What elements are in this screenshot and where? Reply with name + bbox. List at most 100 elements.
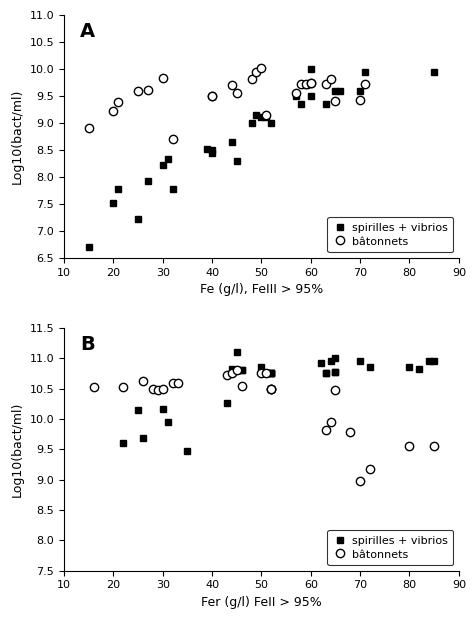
spirilles + vibrios	[140, 435, 146, 442]
bâtonnets	[159, 385, 165, 392]
spirilles + vibrios	[209, 146, 215, 154]
bâtonnets	[292, 90, 298, 97]
bâtonnets	[357, 477, 362, 484]
Line: bâtonnets: bâtonnets	[89, 366, 437, 485]
bâtonnets	[228, 81, 234, 89]
spirilles + vibrios	[115, 185, 121, 193]
bâtonnets	[149, 385, 155, 392]
spirilles + vibrios	[302, 81, 308, 88]
spirilles + vibrios	[120, 440, 126, 447]
spirilles + vibrios	[416, 365, 421, 373]
Legend: spirilles + vibrios, bâtonnets: spirilles + vibrios, bâtonnets	[327, 217, 452, 252]
bâtonnets	[268, 385, 274, 392]
spirilles + vibrios	[238, 366, 244, 374]
spirilles + vibrios	[292, 92, 298, 100]
bâtonnets	[367, 466, 372, 473]
spirilles + vibrios	[357, 358, 362, 365]
bâtonnets	[209, 92, 215, 100]
spirilles + vibrios	[361, 68, 367, 76]
spirilles + vibrios	[332, 368, 337, 375]
spirilles + vibrios	[322, 370, 328, 377]
X-axis label: Fer (g/l) FeII > 95%: Fer (g/l) FeII > 95%	[200, 596, 321, 609]
spirilles + vibrios	[268, 370, 274, 377]
bâtonnets	[357, 97, 362, 104]
bâtonnets	[174, 379, 180, 386]
bâtonnets	[209, 92, 215, 100]
bâtonnets	[159, 74, 165, 82]
spirilles + vibrios	[164, 418, 170, 426]
spirilles + vibrios	[224, 399, 229, 406]
bâtonnets	[169, 135, 175, 143]
spirilles + vibrios	[135, 406, 140, 414]
bâtonnets	[327, 75, 333, 82]
spirilles + vibrios	[317, 360, 323, 367]
spirilles + vibrios	[327, 358, 333, 365]
spirilles + vibrios	[332, 87, 337, 94]
Text: B: B	[79, 335, 94, 354]
spirilles + vibrios	[263, 370, 268, 377]
spirilles + vibrios	[233, 157, 239, 164]
spirilles + vibrios	[332, 355, 337, 362]
spirilles + vibrios	[268, 119, 274, 126]
bâtonnets	[307, 79, 313, 86]
bâtonnets	[120, 384, 126, 391]
spirilles + vibrios	[367, 363, 372, 371]
bâtonnets	[263, 111, 268, 118]
Y-axis label: Log10(bact/ml): Log10(bact/ml)	[11, 402, 24, 497]
bâtonnets	[90, 384, 96, 391]
bâtonnets	[327, 418, 333, 426]
spirilles + vibrios	[159, 405, 165, 412]
spirilles + vibrios	[322, 100, 328, 108]
bâtonnets	[155, 386, 160, 394]
bâtonnets	[322, 426, 328, 433]
spirilles + vibrios	[406, 363, 411, 371]
Line: spirilles + vibrios: spirilles + vibrios	[85, 66, 436, 250]
bâtonnets	[228, 370, 234, 377]
bâtonnets	[145, 86, 150, 93]
bâtonnets	[110, 107, 116, 115]
bâtonnets	[322, 81, 328, 88]
bâtonnets	[238, 382, 244, 389]
bâtonnets	[298, 81, 303, 88]
spirilles + vibrios	[268, 370, 274, 377]
bâtonnets	[169, 379, 175, 386]
spirilles + vibrios	[322, 370, 328, 377]
spirilles + vibrios	[253, 111, 259, 118]
bâtonnets	[253, 68, 259, 76]
spirilles + vibrios	[110, 199, 116, 206]
spirilles + vibrios	[228, 365, 234, 373]
spirilles + vibrios	[302, 81, 308, 89]
bâtonnets	[135, 87, 140, 94]
spirilles + vibrios	[248, 119, 254, 126]
bâtonnets	[302, 81, 308, 88]
Line: bâtonnets: bâtonnets	[84, 64, 368, 143]
bâtonnets	[258, 370, 264, 377]
spirilles + vibrios	[337, 87, 343, 94]
spirilles + vibrios	[233, 348, 239, 356]
spirilles + vibrios	[169, 185, 175, 193]
Legend: spirilles + vibrios, bâtonnets: spirilles + vibrios, bâtonnets	[327, 529, 452, 565]
bâtonnets	[140, 377, 146, 384]
Line: spirilles + vibrios: spirilles + vibrios	[119, 348, 436, 454]
X-axis label: Fe (g/l), FeIII > 95%: Fe (g/l), FeIII > 95%	[199, 283, 322, 296]
spirilles + vibrios	[298, 100, 303, 108]
spirilles + vibrios	[86, 243, 91, 250]
spirilles + vibrios	[357, 87, 362, 94]
bâtonnets	[258, 64, 264, 72]
bâtonnets	[361, 81, 367, 88]
bâtonnets	[263, 370, 268, 377]
spirilles + vibrios	[268, 370, 274, 377]
spirilles + vibrios	[184, 448, 190, 455]
bâtonnets	[224, 371, 229, 379]
spirilles + vibrios	[263, 113, 268, 120]
bâtonnets	[406, 443, 411, 450]
spirilles + vibrios	[159, 161, 165, 169]
Y-axis label: Log10(bact/ml): Log10(bact/ml)	[11, 89, 24, 184]
Text: A: A	[79, 22, 95, 42]
bâtonnets	[268, 385, 274, 392]
spirilles + vibrios	[258, 363, 264, 371]
spirilles + vibrios	[268, 370, 274, 377]
spirilles + vibrios	[209, 149, 215, 156]
spirilles + vibrios	[238, 366, 244, 374]
bâtonnets	[248, 75, 254, 82]
